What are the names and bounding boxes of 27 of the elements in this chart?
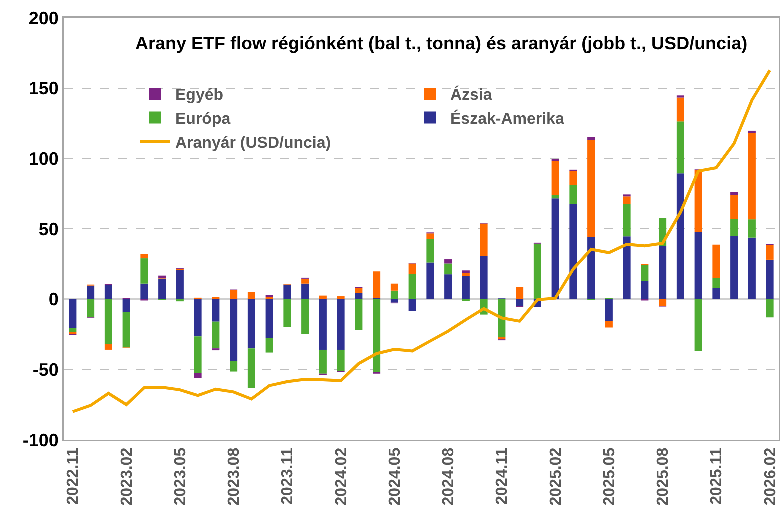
x-tick-label: 2022.11 — [65, 448, 82, 505]
x-tick-label: 2025.11 — [708, 448, 726, 505]
y-tick-label: 50 — [38, 219, 59, 240]
y-tick-label: 0 — [48, 290, 59, 310]
y-tick-label: 100 — [28, 148, 59, 169]
legend-label: Aranyár (USD/uncia) — [176, 134, 332, 152]
y-tick-label: 150 — [28, 78, 59, 99]
legend-label: Egyéb — [176, 87, 224, 104]
y-tick-label: 200 — [28, 8, 59, 28]
x-tick-label: 2024.08 — [440, 448, 458, 506]
y-tick-label: -50 — [32, 360, 59, 380]
x-tick-label: 2025.02 — [548, 448, 565, 506]
legend-label: Észak-Amerika — [450, 109, 564, 128]
y-tick-label: -100 — [22, 430, 59, 450]
x-tick-label: 2024.02 — [333, 448, 350, 506]
x-tick-label: 2025.08 — [655, 448, 672, 506]
x-tick-label: 2025.05 — [601, 448, 618, 506]
text: Arany ETF flow régiónként (bal t., tonna) és aranyár (jobb t., USD/uncia) — [136, 34, 748, 54]
x-tick-label: 2023.02 — [118, 448, 136, 506]
x-tick-label: 2023.08 — [226, 448, 244, 506]
x-tick-label: 2026.02 — [762, 448, 780, 506]
x-tick-label: 2024.11 — [494, 448, 512, 505]
x-tick-label: 2023.05 — [172, 448, 190, 506]
x-tick-label: 2024.05 — [386, 448, 404, 506]
legend-label: Európa — [176, 111, 231, 128]
legend-label: Ázsia — [450, 85, 492, 104]
x-tick-label: 2023.11 — [280, 448, 297, 505]
